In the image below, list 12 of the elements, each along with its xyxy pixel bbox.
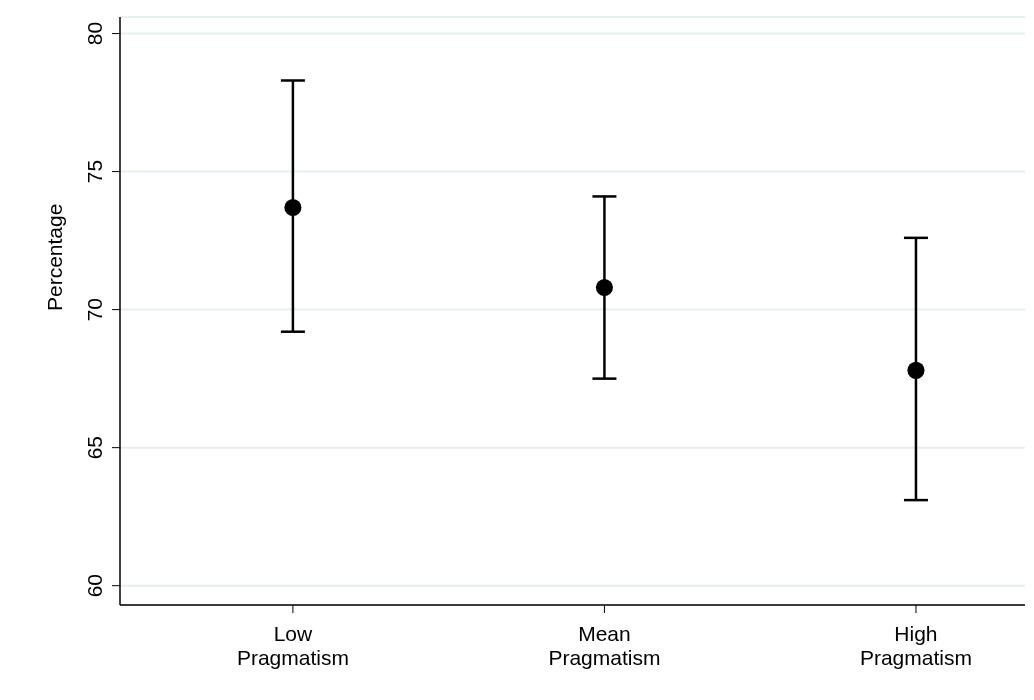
y-tick-label: 65 [83,435,106,460]
point [284,198,302,217]
x-tick-label: Low Pragmatism [236,622,349,669]
y-tick-label: 70 [83,297,106,322]
x-tick-label: High Pragmatism [859,622,972,669]
point [907,361,925,379]
y-tick-label: 80 [83,21,106,46]
y-tick-label: 75 [83,159,106,184]
y-tick-label: 60 [83,574,106,598]
x-tick-label: Mean Pragmatism [548,622,661,669]
point [595,279,613,297]
y-axis-title: Percentage [43,203,67,311]
